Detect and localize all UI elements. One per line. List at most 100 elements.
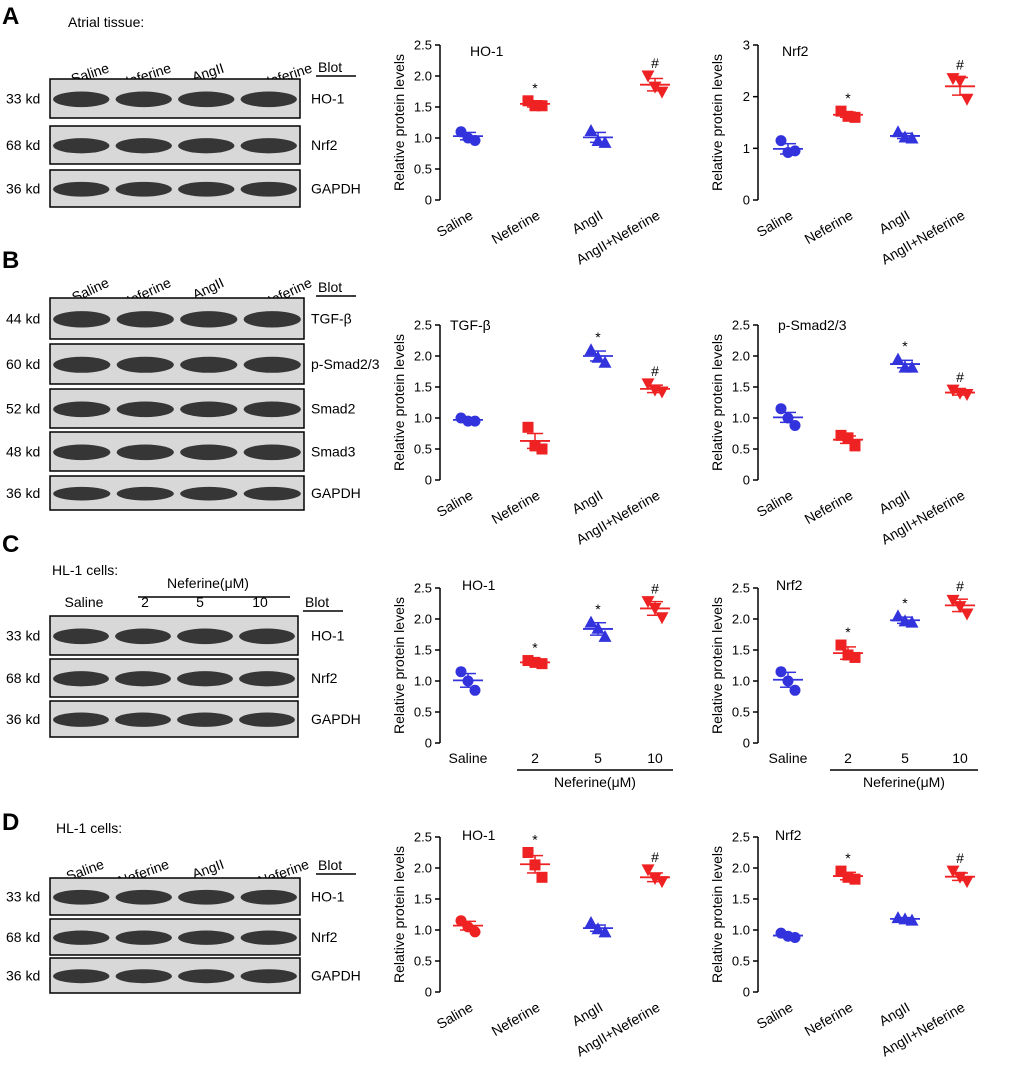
blot-band: [178, 138, 235, 154]
data-point: [536, 443, 548, 455]
blot-band: [240, 889, 297, 905]
blot-band: [180, 444, 238, 461]
panel-letter: A: [2, 3, 19, 30]
blot-band: [115, 91, 172, 108]
data-point: [584, 615, 598, 628]
blot-band: [240, 969, 297, 984]
y-tick-label: 0.5: [732, 442, 750, 457]
blot-band: [115, 181, 172, 197]
data-point: [648, 602, 662, 615]
data-point: [842, 871, 854, 883]
blot-band: [239, 628, 295, 645]
chart-title: HO-1: [462, 827, 496, 843]
blot-band: [180, 401, 238, 418]
blot-band: [53, 91, 110, 108]
kd-label: 60 kd: [6, 356, 40, 372]
y-tick-label: 2.5: [732, 830, 750, 845]
y-tick-label: 1.5: [732, 380, 750, 395]
significance-mark: #: [956, 850, 964, 866]
protein-label: HO-1: [311, 91, 345, 107]
blot-band: [177, 628, 233, 645]
y-tick-label: 1.5: [414, 100, 432, 115]
protein-label: GAPDH: [311, 181, 361, 197]
data-point: [536, 871, 548, 883]
chart-title: HO-1: [470, 43, 504, 59]
data-point: [905, 360, 919, 373]
blot-band: [243, 486, 301, 501]
y-tick-label: 0: [743, 193, 750, 208]
data-point: [775, 403, 787, 415]
data-point: [591, 350, 605, 363]
significance-mark: #: [956, 578, 964, 594]
blot-band: [240, 138, 297, 154]
chart-C-5: 0 0.5 1.0 1.5 2.0 2.5 Relative protein levels N…: [709, 577, 978, 790]
y-tick-label: 1.5: [414, 643, 432, 658]
chart-C-4: 0 0.5 1.0 1.5 2.0 2.5 Relative protein levels H…: [391, 577, 673, 790]
data-point: [835, 429, 847, 441]
y-tick-label: 2.0: [414, 69, 432, 84]
significance-mark: #: [651, 55, 659, 71]
y-axis-label: Relative protein levels: [709, 334, 725, 471]
y-tick-label: 2.5: [732, 581, 750, 596]
blot-band: [243, 444, 301, 461]
panel-heading: Atrial tissue:: [68, 14, 144, 30]
y-tick-label: 2.0: [732, 612, 750, 627]
blot-band: [178, 930, 235, 945]
data-point: [775, 666, 787, 678]
blot-band: [116, 356, 174, 373]
y-tick-label: 2.5: [414, 830, 432, 845]
data-point: [953, 75, 967, 88]
blot-band: [115, 969, 172, 984]
y-tick-label: 1.5: [732, 643, 750, 658]
blot-band: [115, 930, 172, 945]
blot-panel-B: BSalineNeferineAngIIAngII+NeferineBlot44…: [2, 247, 380, 511]
data-point: [598, 629, 612, 642]
blot-band: [180, 356, 238, 373]
blot-band: [178, 889, 235, 905]
y-tick-label: 2.5: [732, 318, 750, 333]
data-point: [529, 440, 541, 452]
data-point: [849, 651, 861, 663]
x-tick-label: Neferine: [489, 487, 543, 527]
protein-label: Nrf2: [311, 670, 338, 686]
data-point: [591, 922, 605, 935]
y-tick-label: 2.5: [414, 38, 432, 53]
kd-label: 33 kd: [6, 889, 40, 905]
data-point: [584, 343, 598, 356]
lane-label: 10: [252, 594, 268, 610]
blot-band: [53, 930, 110, 945]
kd-label: 52 kd: [6, 401, 40, 417]
significance-mark: #: [651, 363, 659, 379]
protein-label: TGF-β: [311, 311, 352, 327]
data-point: [655, 86, 669, 99]
y-tick-label: 0: [425, 736, 432, 751]
data-point: [905, 913, 919, 926]
x-tick-label: 5: [594, 750, 602, 766]
kd-label: 36 kd: [6, 485, 40, 501]
protein-label: GAPDH: [311, 485, 361, 501]
kd-label: 33 kd: [6, 628, 40, 644]
significance-mark: *: [532, 80, 538, 96]
kd-label: 36 kd: [6, 181, 40, 197]
data-point: [842, 649, 854, 661]
x-tick-label: AngII: [876, 487, 912, 517]
x-tick-label: Saline: [434, 207, 476, 240]
blot-band: [177, 671, 233, 687]
significance-mark: #: [956, 57, 964, 73]
chart-title: Nrf2: [776, 577, 803, 593]
chart-title: TGF-β: [450, 317, 491, 333]
kd-label: 68 kd: [6, 929, 40, 945]
blot-band: [115, 712, 171, 727]
significance-mark: *: [532, 640, 538, 656]
blot-band: [53, 671, 109, 687]
y-axis-label: Relative protein levels: [391, 846, 407, 983]
significance-mark: *: [595, 601, 601, 617]
protein-label: GAPDH: [311, 968, 361, 984]
significance-mark: #: [956, 369, 964, 385]
blot-band: [180, 486, 238, 501]
blot-band: [240, 91, 297, 108]
x-tick-label: Neferine: [489, 999, 543, 1039]
chart-title: Nrf2: [775, 827, 802, 843]
data-point: [953, 871, 967, 884]
data-point: [835, 865, 847, 877]
